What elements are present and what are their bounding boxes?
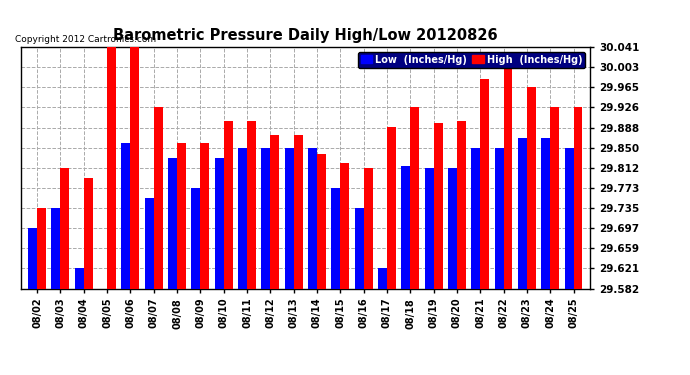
- Bar: [247, 121, 256, 289]
- Bar: [564, 147, 573, 289]
- Bar: [411, 107, 419, 289]
- Bar: [331, 188, 340, 289]
- Bar: [425, 168, 433, 289]
- Bar: [355, 208, 364, 289]
- Bar: [433, 123, 442, 289]
- Bar: [308, 147, 317, 289]
- Bar: [573, 107, 582, 289]
- Bar: [480, 79, 489, 289]
- Bar: [495, 147, 504, 289]
- Bar: [387, 127, 396, 289]
- Bar: [238, 147, 247, 289]
- Bar: [262, 147, 270, 289]
- Legend: Low  (Inches/Hg), High  (Inches/Hg): Low (Inches/Hg), High (Inches/Hg): [357, 52, 585, 68]
- Bar: [448, 168, 457, 289]
- Bar: [378, 268, 387, 289]
- Bar: [83, 178, 92, 289]
- Bar: [145, 198, 154, 289]
- Bar: [518, 138, 527, 289]
- Bar: [542, 138, 551, 289]
- Bar: [527, 87, 536, 289]
- Bar: [340, 164, 349, 289]
- Title: Barometric Pressure Daily High/Low 20120826: Barometric Pressure Daily High/Low 20120…: [113, 28, 497, 43]
- Bar: [224, 121, 233, 289]
- Text: Copyright 2012 Cartronics.com: Copyright 2012 Cartronics.com: [15, 36, 156, 45]
- Bar: [191, 188, 200, 289]
- Bar: [28, 228, 37, 289]
- Bar: [270, 135, 279, 289]
- Bar: [168, 158, 177, 289]
- Bar: [154, 107, 163, 289]
- Bar: [177, 143, 186, 289]
- Bar: [402, 166, 411, 289]
- Bar: [107, 47, 116, 289]
- Bar: [52, 208, 60, 289]
- Bar: [317, 154, 326, 289]
- Bar: [37, 208, 46, 289]
- Bar: [75, 268, 83, 289]
- Bar: [504, 67, 513, 289]
- Bar: [457, 121, 466, 289]
- Bar: [551, 107, 559, 289]
- Bar: [215, 158, 224, 289]
- Bar: [294, 135, 302, 289]
- Bar: [364, 168, 373, 289]
- Bar: [121, 143, 130, 289]
- Bar: [285, 147, 294, 289]
- Bar: [130, 47, 139, 289]
- Bar: [471, 147, 480, 289]
- Bar: [200, 143, 209, 289]
- Bar: [60, 168, 69, 289]
